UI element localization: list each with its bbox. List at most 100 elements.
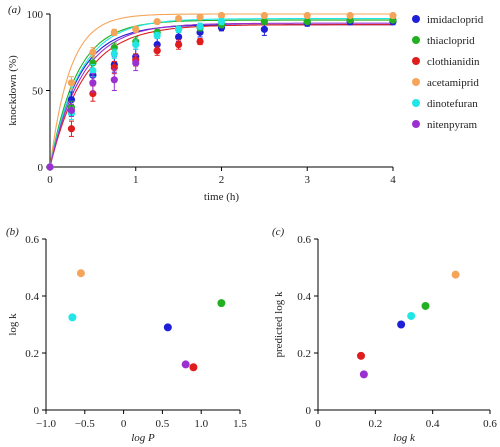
x-axis-title: log P [131, 432, 155, 444]
y-tick-label: 0.6 [25, 234, 39, 246]
x-tick-label: 0 [315, 418, 321, 430]
legend: imidacloprid thiacloprid clothianidin aceta… [412, 14, 484, 131]
data-point-acetamiprid [389, 11, 397, 20]
fit-curve-imidacloprid [49, 24, 393, 168]
data-point-imidacloprid [260, 25, 268, 33]
x-tick-label: 0.4 [426, 418, 440, 430]
legend-marker-acetamiprid [412, 78, 420, 86]
x-tick-label: 0 [47, 174, 53, 186]
data-point-clothianidin [175, 41, 183, 49]
data-point-acetamiprid [76, 269, 85, 278]
x-tick-label: −1.0 [36, 418, 56, 430]
data-point-thiacloprid [260, 18, 268, 26]
data-point-acetamiprid [260, 11, 268, 20]
axis-frame [45, 239, 240, 411]
data-point-thiacloprid [217, 299, 226, 308]
fit-curve-acetamiprid [49, 13, 393, 168]
x-axis-title: log k [393, 432, 416, 444]
legend-label-clothianidin: clothianidin [427, 56, 480, 68]
data-point-nitenpyram [132, 59, 140, 67]
legend-label-dinotefuran: dinotefuran [427, 98, 478, 110]
data-point-acetamiprid [346, 11, 354, 20]
data-point-clothianidin [67, 125, 76, 133]
legend-label-imidacloprid: imidacloprid [427, 14, 484, 26]
y-tick-label: 50 [32, 86, 44, 98]
x-tick-label: −0.5 [75, 418, 95, 430]
data-point-dinotefuran [217, 18, 226, 26]
data-point-imidacloprid [397, 320, 406, 329]
x-tick-label: 2 [219, 174, 225, 186]
x-tick-label: 1.0 [194, 418, 208, 430]
data-point-acetamiprid [451, 270, 460, 279]
data-point-acetamiprid [196, 13, 204, 21]
data-point-dinotefuran [132, 41, 140, 49]
data-point-acetamiprid [89, 48, 97, 56]
data-point-acetamiprid [153, 18, 161, 26]
y-axis-title: log k [7, 313, 19, 336]
y-tick-label: 0.4 [297, 291, 311, 303]
panel-c-predicted-logk-chart: (c) 0 0.2 0.4 0.6 0 0.2 0.4 0.6 log k predicted lo… [272, 226, 497, 444]
x-tick-label: 1.5 [233, 418, 247, 430]
data-point-imidacloprid [163, 323, 172, 332]
y-tick-label: 0 [38, 162, 44, 174]
y-tick-label: 0 [306, 405, 312, 417]
panel-label-c: (c) [272, 226, 285, 238]
legend-marker-imidacloprid [412, 15, 420, 23]
data-point-nitenpyram [110, 76, 118, 84]
legend-marker-clothianidin [412, 57, 420, 65]
x-tick-label: 0 [121, 418, 127, 430]
legend-marker-thiacloprid [412, 36, 420, 44]
panel-label-a: (a) [8, 4, 21, 16]
data-point-dinotefuran [196, 22, 204, 30]
y-axis-title: predicted log k [273, 291, 285, 357]
x-tick-label: 3 [305, 174, 311, 186]
fit-curve-dinotefuran [49, 18, 393, 168]
data-point-dinotefuran [89, 67, 97, 75]
y-tick-label: 0.2 [297, 348, 311, 360]
data-point-clothianidin [153, 47, 161, 55]
data-point-thiacloprid [421, 301, 430, 310]
legend-label-nitenpyram: nitenpyram [427, 119, 478, 131]
data-point-dinotefuran [68, 313, 77, 322]
axis-frame [49, 14, 393, 168]
panel-label-b: (b) [6, 226, 19, 238]
x-tick-label: 1 [133, 174, 139, 186]
y-tick-label: 0.2 [25, 348, 39, 360]
x-tick-label: 0.5 [156, 418, 170, 430]
data-point-nitenpyram [46, 163, 54, 171]
y-tick-label: 100 [27, 9, 44, 21]
panel-b-logk-vs-logp-chart: (b) 0 0.2 0.4 0.6 −1.0 −0.5 0 0.5 1.0 1.5 log P log … [6, 226, 247, 444]
data-point-acetamiprid [175, 14, 183, 23]
x-tick-label: 0.6 [483, 418, 497, 430]
legend-marker-nitenpyram [412, 120, 420, 128]
legend-marker-dinotefuran [412, 99, 420, 107]
data-point-nitenpyram [181, 360, 190, 369]
data-point-acetamiprid [303, 11, 311, 20]
data-point-acetamiprid [110, 28, 118, 36]
y-tick-label: 0 [34, 405, 40, 417]
fit-curve-clothianidin [49, 24, 393, 168]
data-point-thiacloprid [303, 18, 311, 26]
data-point-clothianidin [196, 37, 204, 46]
y-axis-title: knockdown (%) [7, 55, 19, 126]
fit-curve-thiacloprid [49, 19, 393, 168]
data-point-acetamiprid [132, 25, 140, 33]
data-point-acetamiprid [67, 79, 76, 87]
data-point-nitenpyram [359, 370, 368, 379]
y-tick-label: 0.6 [297, 234, 311, 246]
data-point-imidacloprid [175, 33, 183, 41]
data-point-dinotefuran [153, 31, 161, 40]
data-point-clothianidin [357, 351, 365, 360]
x-tick-label: 4 [390, 174, 396, 186]
legend-label-thiacloprid: thiacloprid [427, 35, 475, 47]
data-point-dinotefuran [407, 311, 416, 320]
data-point-acetamiprid [217, 11, 226, 20]
x-axis-title: time (h) [204, 191, 239, 203]
data-point-dinotefuran [110, 50, 118, 58]
data-point-nitenpyram [89, 79, 97, 87]
data-point-clothianidin [189, 363, 198, 372]
legend-label-acetamiprid: acetamiprid [427, 77, 479, 89]
panel-a-knockdown-chart: (a) 0 50 100 0 1 2 3 4 time (h) knockdown (%) [7, 4, 397, 203]
x-tick-label: 0.2 [368, 418, 382, 430]
